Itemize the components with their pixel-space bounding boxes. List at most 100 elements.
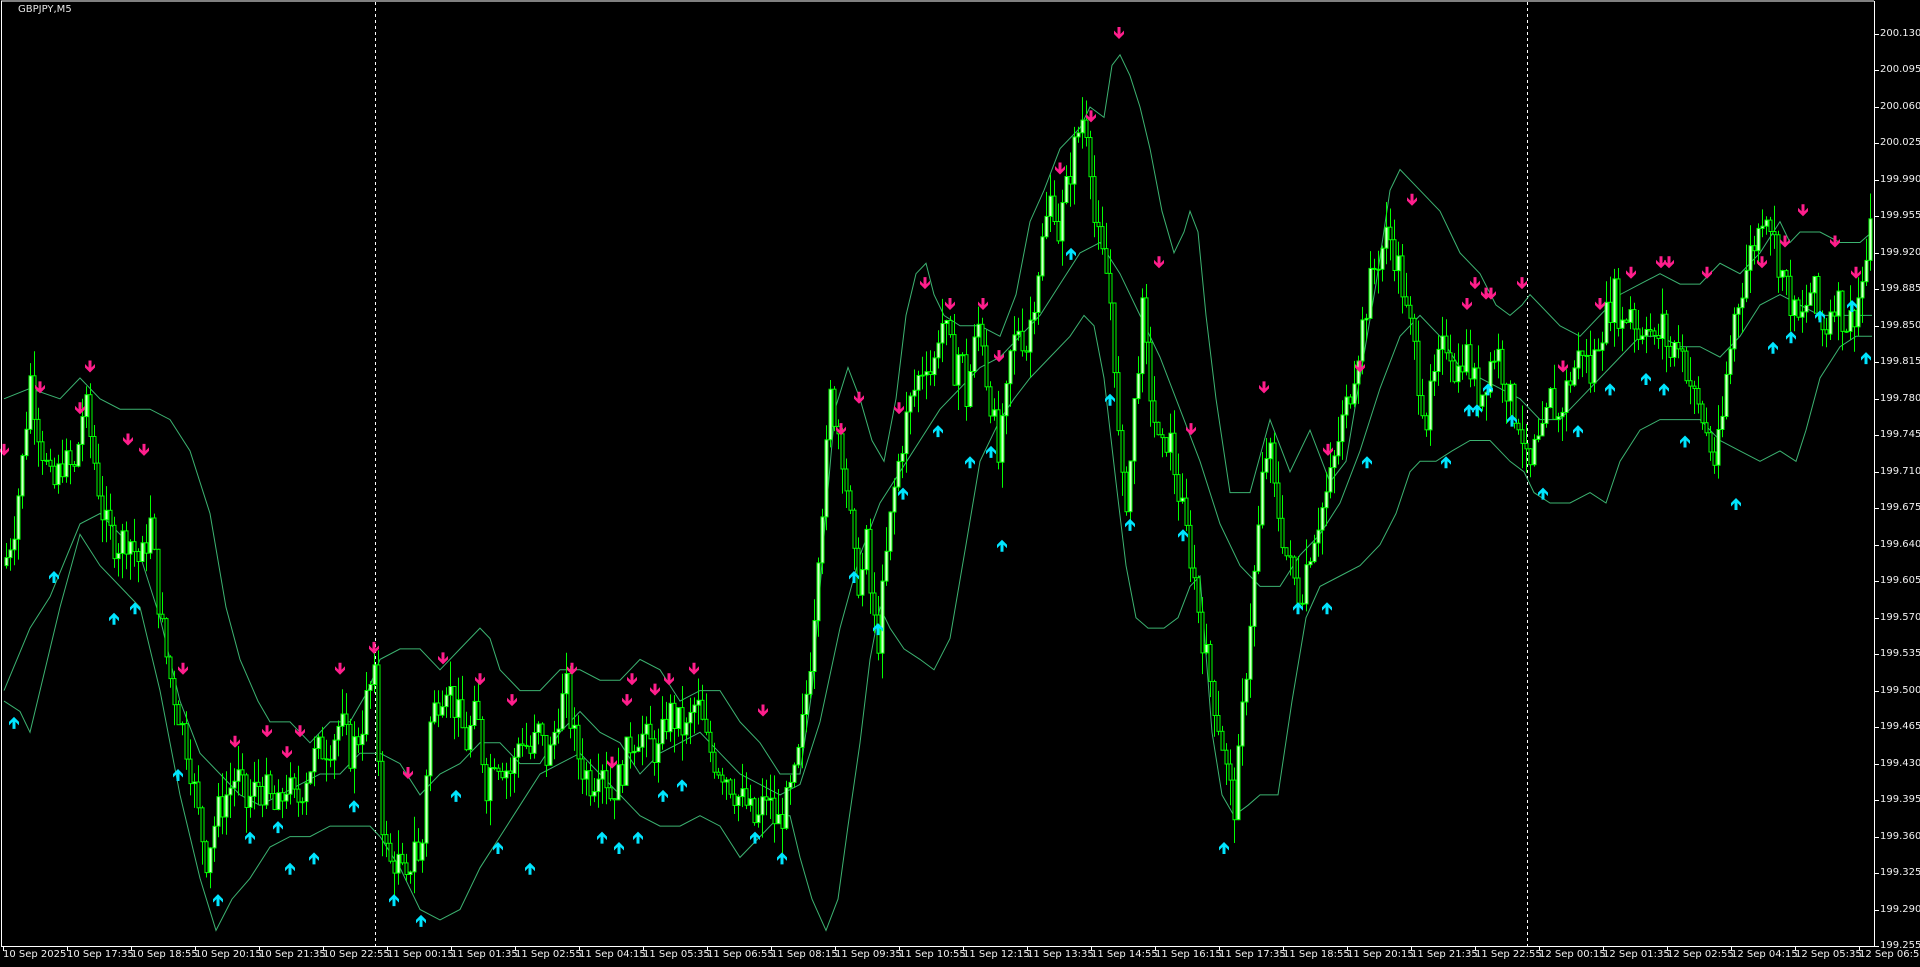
time-label: 12 Sep 05:35	[1795, 949, 1862, 960]
arrow-up-icon	[1441, 456, 1451, 469]
arrow-up-icon	[898, 487, 908, 500]
arrow-down-icon	[1355, 360, 1365, 373]
price-label: 199.290	[1880, 903, 1920, 915]
time-label: 11 Sep 18:55	[1283, 949, 1350, 960]
arrow-up-icon	[451, 789, 461, 802]
arrow-up-icon	[1507, 414, 1517, 427]
arrow-down-icon	[1470, 277, 1480, 290]
price-label: 199.465	[1880, 721, 1920, 733]
time-label: 12 Sep 01:35	[1603, 949, 1670, 960]
arrow-up-icon	[750, 831, 760, 844]
price-label: 199.605	[1880, 575, 1920, 587]
arrow-up-icon	[1293, 602, 1303, 615]
arrow-down-icon	[836, 423, 846, 436]
price-label: 199.990	[1880, 173, 1920, 185]
arrow-up-icon	[493, 842, 503, 854]
arrow-up-icon	[614, 842, 624, 854]
arrow-up-icon	[1538, 487, 1548, 500]
time-label: 11 Sep 02:55	[515, 949, 582, 960]
arrow-down-icon	[282, 746, 292, 759]
arrow-up-icon	[1605, 383, 1615, 396]
arrow-down-icon	[689, 662, 699, 675]
time-label: 12 Sep 02:55	[1667, 949, 1734, 960]
arrow-up-icon	[173, 769, 183, 781]
arrow-up-icon	[1219, 842, 1229, 854]
arrow-down-icon	[1259, 381, 1269, 394]
arrow-down-icon	[1656, 256, 1666, 269]
candlestick-series	[4, 97, 1873, 898]
time-label: 11 Sep 12:15	[963, 949, 1030, 960]
price-label: 199.745	[1880, 429, 1920, 441]
arrow-up-icon	[9, 716, 19, 729]
time-label: 11 Sep 00:15	[387, 949, 454, 960]
arrow-up-icon	[1786, 331, 1796, 344]
price-label: 200.025	[1880, 137, 1920, 149]
arrow-down-icon	[1851, 266, 1861, 279]
arrow-up-icon	[1641, 373, 1651, 385]
time-label: 11 Sep 20:15	[1347, 949, 1414, 960]
arrow-up-icon	[525, 862, 535, 875]
time-label: 10 Sep 21:35	[259, 949, 326, 960]
arrow-up-icon	[986, 445, 996, 458]
arrow-down-icon	[139, 443, 149, 456]
time-label: 11 Sep 22:55	[1475, 949, 1542, 960]
time-label: 11 Sep 08:15	[771, 949, 838, 960]
arrow-down-icon	[1407, 193, 1417, 206]
arrow-down-icon	[1323, 443, 1333, 456]
arrow-down-icon	[0, 443, 9, 456]
price-label: 199.255	[1880, 940, 1920, 951]
arrow-down-icon	[627, 673, 637, 686]
arrow-down-icon	[622, 694, 632, 707]
time-label: 10 Sep 2025	[3, 949, 67, 960]
arrow-up-icon	[1472, 404, 1482, 417]
arrow-down-icon	[1462, 298, 1472, 310]
price-label: 200.095	[1880, 64, 1920, 76]
arrow-down-icon	[1186, 423, 1196, 436]
arrow-down-icon	[123, 433, 133, 446]
arrow-down-icon	[1780, 235, 1790, 248]
time-label: 12 Sep 06:55	[1859, 949, 1920, 960]
arrow-down-icon	[994, 350, 1004, 363]
price-label: 200.060	[1880, 100, 1920, 112]
arrow-down-icon	[1086, 110, 1096, 123]
time-label: 12 Sep 00:15	[1539, 949, 1606, 960]
time-label: 10 Sep 18:55	[131, 949, 198, 960]
arrow-down-icon	[35, 381, 45, 394]
arrow-down-icon	[403, 767, 413, 779]
price-label: 199.325	[1880, 867, 1920, 879]
arrow-down-icon	[607, 756, 617, 769]
arrow-down-icon	[1595, 298, 1605, 310]
time-label: 11 Sep 17:35	[1219, 949, 1286, 960]
arrow-down-icon	[438, 652, 448, 665]
arrow-down-icon	[75, 402, 85, 415]
arrow-down-icon	[854, 391, 864, 404]
price-label: 199.535	[1880, 648, 1920, 660]
symbol-timeframe-label: GBPJPY,M5	[18, 4, 72, 15]
arrow-up-icon	[1815, 310, 1825, 323]
chart-frame	[1, 0, 1875, 947]
arrow-up-icon	[965, 456, 975, 469]
price-label: 199.920	[1880, 246, 1920, 258]
price-label: 199.710	[1880, 465, 1920, 477]
arrow-down-icon	[978, 298, 988, 310]
arrow-up-icon	[245, 831, 255, 844]
arrow-down-icon	[1154, 256, 1164, 269]
arrow-down-icon	[650, 683, 660, 696]
arrow-up-icon	[349, 800, 359, 813]
arrow-down-icon	[1055, 162, 1065, 175]
price-label: 199.395	[1880, 794, 1920, 806]
time-label: 11 Sep 10:55	[899, 949, 966, 960]
price-label: 200.130	[1880, 28, 1920, 39]
arrow-up-icon	[285, 862, 295, 875]
price-label: 199.430	[1880, 757, 1920, 769]
arrow-up-icon	[1731, 498, 1741, 510]
arrow-up-icon	[597, 831, 607, 844]
arrow-down-icon	[475, 673, 485, 686]
arrow-down-icon	[507, 694, 517, 707]
arrow-down-icon	[1702, 266, 1712, 279]
arrow-up-icon	[1105, 393, 1115, 406]
price-label: 199.815	[1880, 356, 1920, 368]
signal-arrows	[0, 27, 1871, 927]
